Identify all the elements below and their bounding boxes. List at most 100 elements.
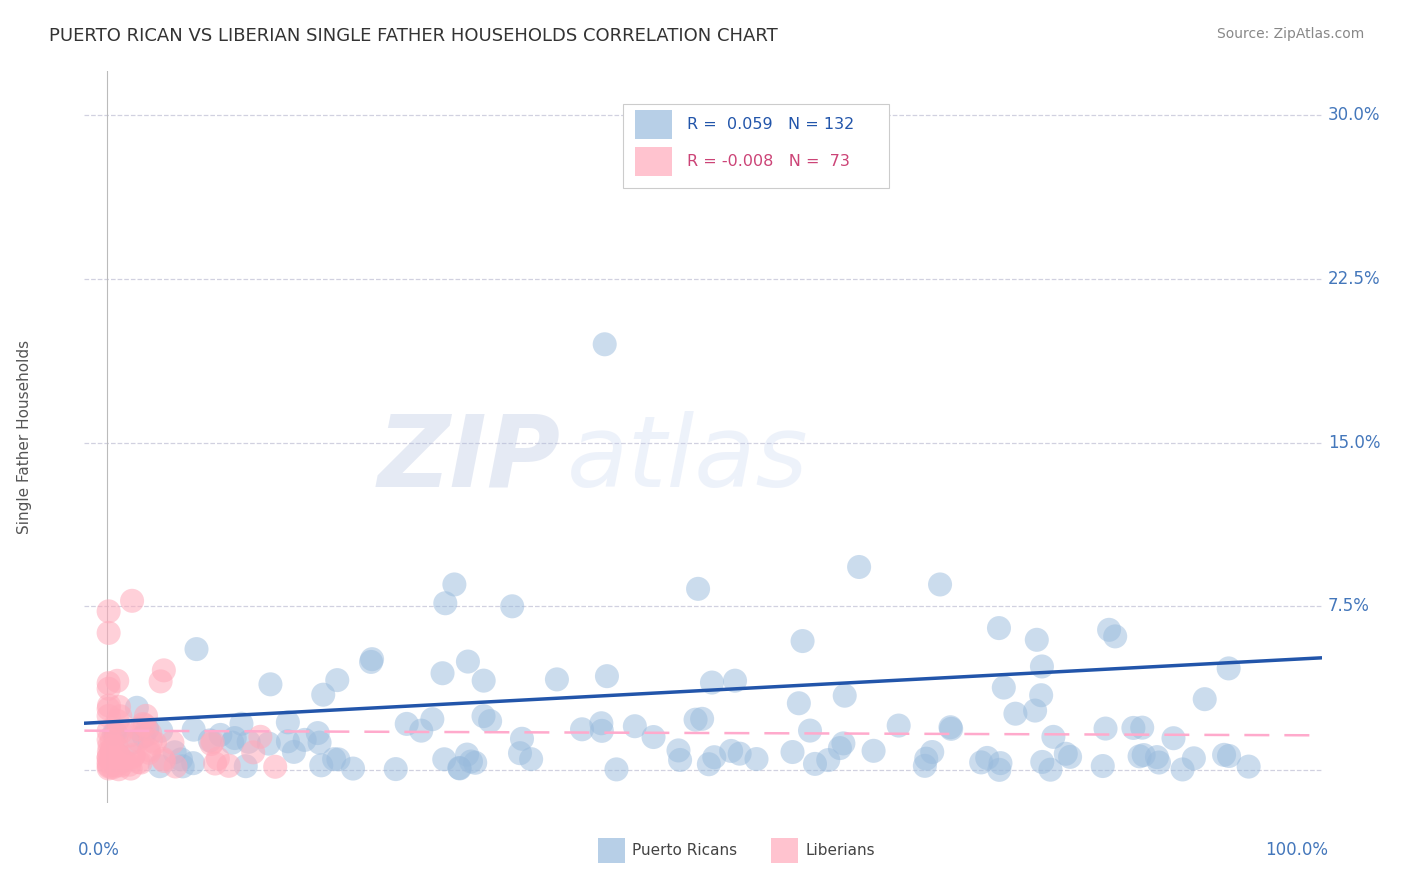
Point — [118, 757, 141, 772]
Point — [149, 759, 172, 773]
Text: Single Father Households: Single Father Households — [17, 340, 32, 534]
Point — [1094, 722, 1116, 736]
Point — [277, 734, 299, 748]
Point — [449, 761, 471, 775]
Point — [724, 673, 747, 688]
Point — [200, 737, 222, 751]
Point — [834, 689, 856, 703]
Point — [1129, 749, 1152, 764]
Point — [571, 723, 593, 737]
Point — [105, 758, 128, 772]
Point — [624, 719, 647, 733]
Point — [433, 752, 456, 766]
Point — [132, 717, 155, 731]
Point — [703, 750, 725, 764]
Point — [135, 709, 157, 723]
Point — [792, 634, 814, 648]
Point — [125, 701, 148, 715]
Point — [107, 714, 129, 728]
Text: ZIP: ZIP — [378, 410, 561, 508]
Point — [328, 752, 350, 766]
Point — [132, 729, 155, 743]
Point — [914, 759, 936, 773]
Point — [181, 756, 204, 771]
Point — [700, 675, 723, 690]
Point — [238, 735, 260, 749]
Point — [105, 673, 128, 688]
Point — [457, 655, 479, 669]
Point — [745, 752, 768, 766]
Point — [100, 733, 122, 747]
Point — [105, 739, 128, 754]
Point — [1031, 688, 1053, 702]
Point — [690, 712, 713, 726]
Point — [1031, 755, 1053, 769]
Point — [782, 745, 804, 759]
Point — [832, 736, 855, 750]
FancyBboxPatch shape — [623, 104, 889, 188]
Point — [294, 732, 316, 747]
Point — [221, 736, 243, 750]
Text: 0.0%: 0.0% — [79, 841, 120, 859]
Point — [1194, 692, 1216, 706]
Point — [443, 577, 465, 591]
Point — [143, 736, 166, 750]
Point — [434, 596, 457, 610]
Point — [323, 752, 346, 766]
Point — [97, 676, 120, 690]
Point — [235, 759, 257, 773]
Point — [162, 735, 184, 749]
Point — [817, 753, 839, 767]
Point — [309, 758, 332, 772]
Point — [134, 718, 156, 732]
Point — [118, 728, 141, 742]
Point — [120, 736, 142, 750]
Point — [1054, 747, 1077, 761]
Point — [100, 745, 122, 759]
Point — [163, 745, 186, 759]
Point — [342, 762, 364, 776]
Point — [520, 752, 543, 766]
Point — [242, 745, 264, 759]
Point — [257, 737, 280, 751]
Text: PUERTO RICAN VS LIBERIAN SINGLE FATHER HOUSEHOLDS CORRELATION CHART: PUERTO RICAN VS LIBERIAN SINGLE FATHER H… — [49, 27, 778, 45]
Point — [259, 677, 281, 691]
Text: 7.5%: 7.5% — [1327, 598, 1369, 615]
Point — [101, 761, 124, 775]
Point — [97, 750, 120, 764]
Point — [105, 756, 128, 771]
Point — [1237, 759, 1260, 773]
Point — [970, 756, 993, 770]
Point — [1031, 659, 1053, 673]
Point — [307, 726, 329, 740]
Point — [1130, 721, 1153, 735]
Point — [110, 725, 132, 739]
Point — [591, 716, 613, 731]
Point — [97, 732, 120, 747]
Point — [1104, 629, 1126, 643]
Point — [988, 763, 1011, 777]
Point — [127, 755, 149, 769]
Point — [755, 169, 778, 183]
Point — [799, 723, 821, 738]
Point — [186, 642, 208, 657]
Point — [915, 752, 938, 766]
Point — [97, 702, 120, 716]
Point — [1163, 731, 1185, 746]
Point — [1025, 632, 1047, 647]
Point — [108, 752, 131, 766]
Point — [97, 745, 120, 759]
Text: 100.0%: 100.0% — [1265, 841, 1327, 859]
Point — [97, 758, 120, 772]
Point — [209, 728, 232, 742]
Point — [110, 758, 132, 772]
Point — [411, 723, 433, 738]
Point — [510, 731, 533, 746]
Point — [456, 747, 478, 762]
Point — [939, 722, 962, 736]
Point — [128, 723, 150, 737]
Point — [697, 757, 720, 772]
Point — [97, 626, 120, 640]
Point — [136, 723, 159, 737]
Point — [479, 714, 502, 728]
